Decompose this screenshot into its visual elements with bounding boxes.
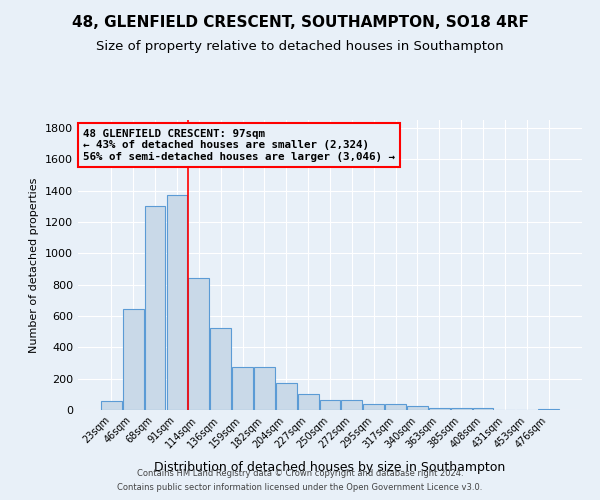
Bar [101,402,122,410]
Bar [429,408,450,410]
Bar [167,195,187,410]
Bar [210,328,231,410]
Y-axis label: Number of detached properties: Number of detached properties [29,178,40,352]
Text: 48 GLENFIELD CRESCENT: 97sqm
← 43% of detached houses are smaller (2,324)
56% of: 48 GLENFIELD CRESCENT: 97sqm ← 43% of de… [83,128,395,162]
Bar [145,206,166,410]
Text: Size of property relative to detached houses in Southampton: Size of property relative to detached ho… [96,40,504,53]
Bar [364,404,384,410]
Bar [123,309,143,410]
Bar [473,408,493,410]
Bar [451,408,472,410]
Bar [385,404,406,410]
Bar [538,409,559,410]
Bar [254,367,275,410]
Text: Contains public sector information licensed under the Open Government Licence v3: Contains public sector information licen… [118,484,482,492]
Bar [298,394,319,410]
Bar [276,382,296,410]
Bar [407,406,428,410]
Bar [232,367,253,410]
Text: Contains HM Land Registry data © Crown copyright and database right 2024.: Contains HM Land Registry data © Crown c… [137,468,463,477]
Bar [188,278,209,410]
X-axis label: Distribution of detached houses by size in Southampton: Distribution of detached houses by size … [154,461,506,474]
Bar [320,400,340,410]
Text: 48, GLENFIELD CRESCENT, SOUTHAMPTON, SO18 4RF: 48, GLENFIELD CRESCENT, SOUTHAMPTON, SO1… [71,15,529,30]
Bar [341,400,362,410]
